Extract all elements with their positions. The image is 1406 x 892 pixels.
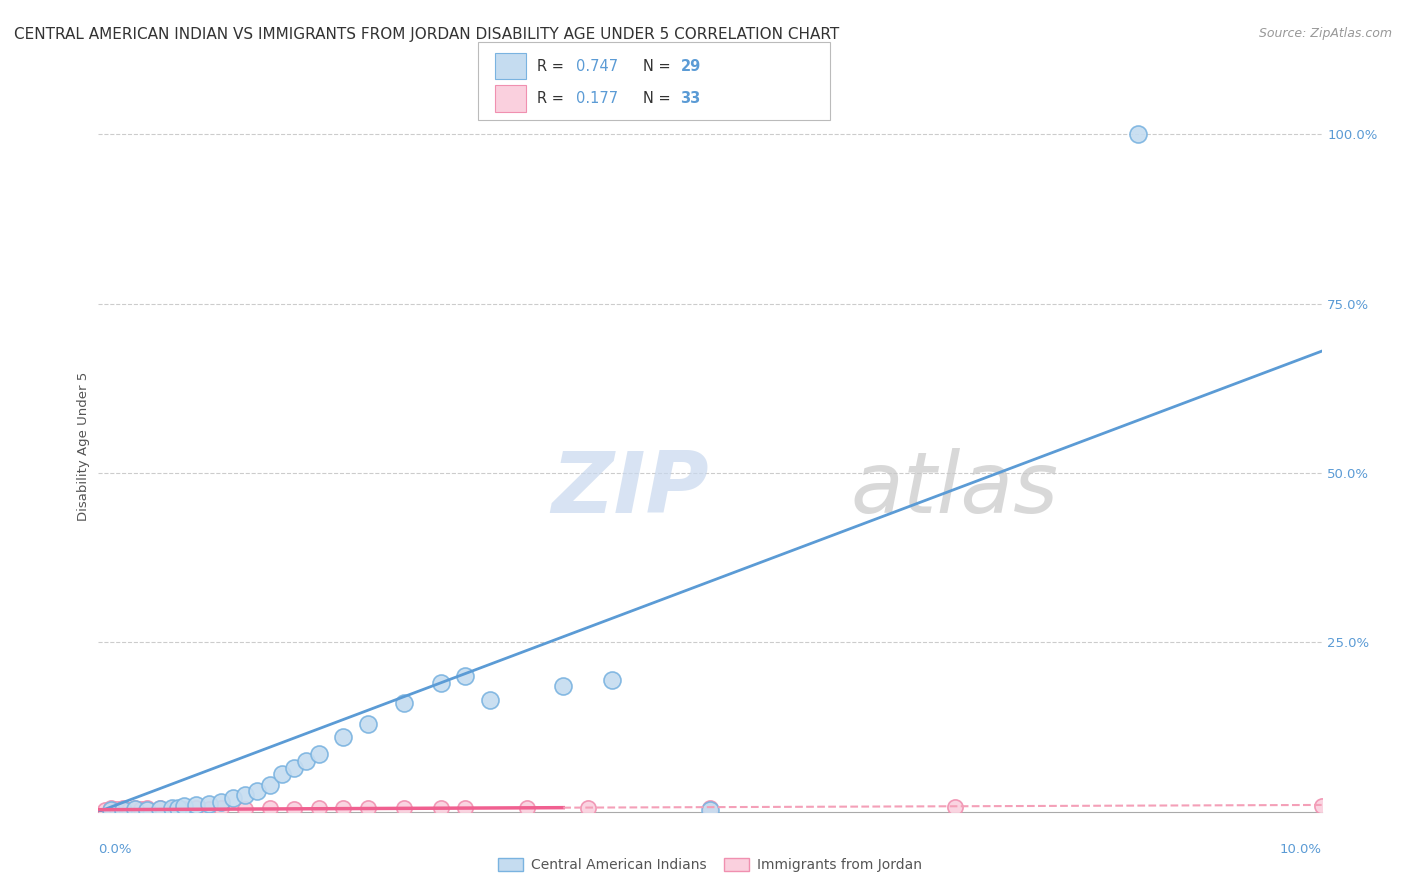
Point: [136, 803, 159, 817]
Text: N =: N =: [643, 59, 675, 73]
Point: [270, 767, 292, 781]
Point: [186, 801, 208, 815]
Point: [332, 801, 354, 815]
Y-axis label: Disability Age Under 5: Disability Age Under 5: [77, 371, 90, 521]
Text: 29: 29: [681, 59, 700, 73]
Point: [100, 803, 122, 817]
Point: [259, 778, 281, 792]
Point: [454, 800, 477, 814]
Point: [430, 801, 453, 815]
Legend: Central American Indians, Immigrants from Jordan: Central American Indians, Immigrants fro…: [492, 853, 928, 878]
Point: [1310, 799, 1333, 814]
Point: [160, 802, 183, 816]
Point: [136, 803, 159, 817]
Point: [308, 747, 330, 761]
Point: [118, 803, 141, 817]
Text: R =: R =: [537, 91, 568, 105]
Point: [430, 676, 453, 690]
Point: [233, 802, 256, 816]
Text: 10.0%: 10.0%: [1279, 843, 1322, 856]
Point: [283, 761, 305, 775]
Text: ZIP: ZIP: [551, 449, 709, 532]
Text: 0.747: 0.747: [576, 59, 619, 73]
Point: [111, 803, 134, 817]
Point: [356, 801, 378, 815]
Text: N =: N =: [643, 91, 675, 105]
Point: [478, 693, 501, 707]
Point: [111, 801, 134, 815]
Text: CENTRAL AMERICAN INDIAN VS IMMIGRANTS FROM JORDAN DISABILITY AGE UNDER 5 CORRELA: CENTRAL AMERICAN INDIAN VS IMMIGRANTS FR…: [14, 27, 839, 42]
Text: 0.177: 0.177: [576, 91, 619, 105]
Point: [553, 680, 575, 694]
Point: [259, 801, 281, 815]
Point: [100, 801, 122, 815]
Point: [600, 673, 623, 687]
Point: [124, 800, 146, 814]
Point: [699, 803, 721, 817]
Point: [149, 800, 172, 814]
Point: [124, 802, 146, 816]
Point: [356, 716, 378, 731]
Point: [167, 800, 190, 814]
Point: [197, 797, 219, 811]
Point: [332, 730, 354, 744]
Point: [295, 754, 318, 768]
Text: atlas: atlas: [851, 449, 1059, 532]
Point: [173, 802, 195, 816]
Point: [149, 802, 172, 816]
Text: 0.0%: 0.0%: [98, 843, 132, 856]
Point: [308, 801, 330, 815]
Point: [699, 800, 721, 814]
Point: [209, 801, 232, 815]
Point: [160, 801, 183, 815]
Point: [222, 791, 245, 805]
Point: [129, 802, 152, 816]
Text: Source: ZipAtlas.com: Source: ZipAtlas.com: [1258, 27, 1392, 40]
Point: [576, 800, 599, 814]
Point: [392, 800, 416, 814]
Point: [516, 801, 538, 815]
Point: [100, 803, 122, 817]
Point: [149, 802, 172, 816]
Point: [93, 803, 115, 817]
Point: [186, 797, 208, 812]
Point: [111, 803, 134, 817]
Point: [454, 669, 477, 683]
Point: [233, 788, 256, 802]
Text: R =: R =: [537, 59, 568, 73]
Point: [197, 802, 219, 816]
Point: [173, 799, 195, 814]
Point: [124, 802, 146, 816]
Point: [283, 802, 305, 816]
Text: 33: 33: [681, 91, 700, 105]
Point: [105, 802, 128, 816]
Point: [943, 800, 966, 814]
Point: [246, 784, 269, 798]
Point: [136, 801, 159, 815]
Point: [209, 795, 232, 809]
Point: [1128, 128, 1150, 142]
Point: [392, 697, 416, 711]
